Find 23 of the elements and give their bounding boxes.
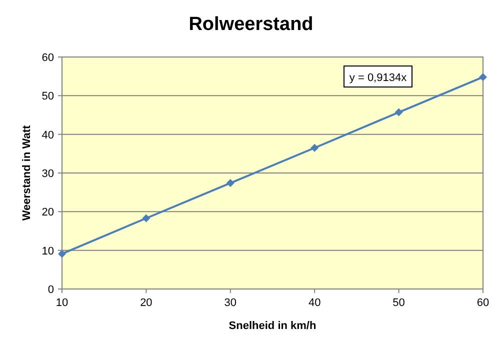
y-tick-label: 0 — [48, 284, 54, 296]
x-tick-label: 10 — [56, 297, 68, 309]
x-tick-label: 50 — [392, 297, 405, 309]
annotation: y = 0,9134x — [349, 72, 408, 84]
y-tick-label: 10 — [42, 245, 54, 258]
y-tick-label: 60 — [42, 52, 54, 64]
point — [226, 179, 234, 188]
x-tick-label: 30 — [224, 297, 237, 309]
y-tick-label: 30 — [42, 168, 54, 180]
y-tick-label: 50 — [42, 90, 54, 103]
y-axis-title: Weerstand in Watt — [21, 124, 33, 221]
y-tick-label: 40 — [42, 129, 54, 142]
x-axis-title: Snelheid in km/h — [228, 320, 316, 332]
x-tick-label: 60 — [476, 297, 490, 309]
point — [479, 73, 487, 82]
y-tick-label: 20 — [42, 206, 54, 219]
x-tick-label: 40 — [308, 297, 321, 309]
chart-title: Rolweerstand — [188, 14, 314, 35]
point — [310, 144, 319, 152]
x-tick-label: 20 — [140, 297, 152, 309]
point — [142, 214, 150, 222]
point — [394, 108, 403, 116]
point — [58, 250, 66, 258]
